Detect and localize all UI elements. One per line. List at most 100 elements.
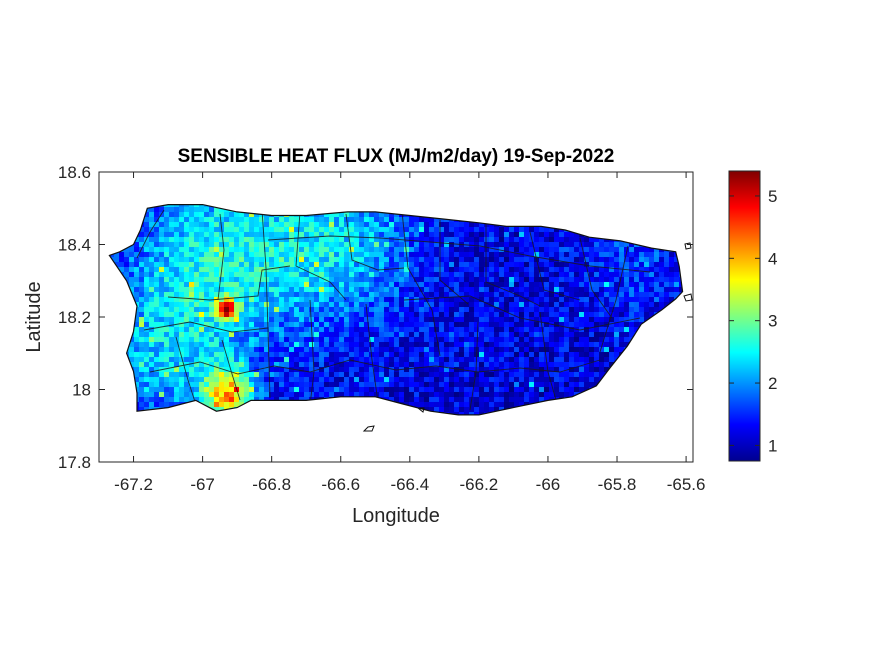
heat-cell xyxy=(489,312,495,318)
heat-cell xyxy=(209,327,215,333)
heat-cell xyxy=(654,292,660,298)
heat-cell xyxy=(169,257,175,263)
heat-cell xyxy=(349,357,355,363)
heat-cell xyxy=(599,292,605,298)
heat-cell xyxy=(464,347,470,353)
heat-cell xyxy=(544,332,550,338)
heat-cell xyxy=(124,247,130,253)
heat-cell xyxy=(509,317,515,323)
heat-cell xyxy=(249,337,255,343)
heat-cell xyxy=(294,232,300,238)
heat-cell xyxy=(189,307,195,313)
heat-cell xyxy=(269,322,275,328)
heat-cell xyxy=(639,302,645,308)
heat-cell xyxy=(244,322,250,328)
heat-cell xyxy=(409,377,415,383)
heat-cell xyxy=(204,242,210,248)
heat-cell xyxy=(374,297,380,303)
heat-cell xyxy=(514,367,520,373)
heat-cell xyxy=(429,222,435,228)
heat-cell xyxy=(409,232,415,238)
heat-cell xyxy=(409,337,415,343)
heat-cell xyxy=(164,207,170,213)
heat-cell xyxy=(399,262,405,268)
heat-cell xyxy=(594,317,600,323)
heat-cell xyxy=(224,232,230,238)
heat-cell xyxy=(249,377,255,383)
heat-cell xyxy=(484,247,490,253)
heat-cell xyxy=(334,257,340,263)
heat-cell xyxy=(439,257,445,263)
heat-cell xyxy=(509,367,515,373)
heat-cell xyxy=(349,372,355,378)
heat-cell xyxy=(344,347,350,353)
heat-cell xyxy=(284,352,290,358)
heat-cell xyxy=(264,272,270,278)
heat-cell xyxy=(494,337,500,343)
heat-cell xyxy=(544,312,550,318)
heat-cell xyxy=(244,242,250,248)
heat-cell xyxy=(674,282,680,288)
heat-cell xyxy=(399,337,405,343)
heat-cell xyxy=(199,357,205,363)
heat-cell xyxy=(184,232,190,238)
heat-cell xyxy=(414,327,420,333)
heat-cell xyxy=(409,287,415,293)
heat-cell xyxy=(619,282,625,288)
heat-cell xyxy=(239,292,245,298)
heat-cell xyxy=(614,332,620,338)
heat-cell xyxy=(634,297,640,303)
heat-cell xyxy=(629,312,635,318)
heat-cell xyxy=(564,317,570,323)
heat-cell xyxy=(209,337,215,343)
heat-cell xyxy=(544,277,550,283)
heat-cell xyxy=(389,222,395,228)
heat-cell xyxy=(479,252,485,258)
heat-cell xyxy=(309,267,315,273)
heat-cell xyxy=(574,362,580,368)
heat-cell xyxy=(179,252,185,258)
heat-cell xyxy=(344,267,350,273)
heat-cell xyxy=(269,242,275,248)
heat-cell xyxy=(479,282,485,288)
heat-cell xyxy=(264,367,270,373)
heat-cell xyxy=(234,217,240,223)
heat-cell xyxy=(614,317,620,323)
heat-cell xyxy=(444,277,450,283)
heat-cell xyxy=(494,297,500,303)
heat-cell xyxy=(239,247,245,253)
heat-cell xyxy=(334,297,340,303)
heat-cell xyxy=(494,312,500,318)
heat-cell xyxy=(609,297,615,303)
heat-cell xyxy=(544,377,550,383)
heat-cell xyxy=(579,342,585,348)
heat-cell xyxy=(244,332,250,338)
heat-cell xyxy=(404,372,410,378)
heat-cell xyxy=(369,272,375,278)
heat-cell xyxy=(419,277,425,283)
heat-cell xyxy=(564,322,570,328)
heat-cell xyxy=(364,322,370,328)
heat-cell xyxy=(184,307,190,313)
heat-cell xyxy=(369,287,375,293)
heat-cell xyxy=(214,357,220,363)
heat-cell xyxy=(359,332,365,338)
heat-cell xyxy=(569,322,575,328)
heat-cell xyxy=(519,312,525,318)
heat-cell xyxy=(579,247,585,253)
heat-cell xyxy=(479,317,485,323)
heat-cell xyxy=(594,242,600,248)
heat-cell xyxy=(194,262,200,268)
heat-cell xyxy=(404,232,410,238)
heat-cell xyxy=(164,222,170,228)
heat-cell xyxy=(144,272,150,278)
heat-cell xyxy=(164,312,170,318)
heat-cell xyxy=(589,242,595,248)
heat-cell xyxy=(484,327,490,333)
heat-cell xyxy=(514,352,520,358)
heat-cell xyxy=(594,367,600,373)
heat-cell xyxy=(564,267,570,273)
heat-cell xyxy=(409,317,415,323)
heat-cell xyxy=(204,252,210,258)
heat-cell xyxy=(349,232,355,238)
